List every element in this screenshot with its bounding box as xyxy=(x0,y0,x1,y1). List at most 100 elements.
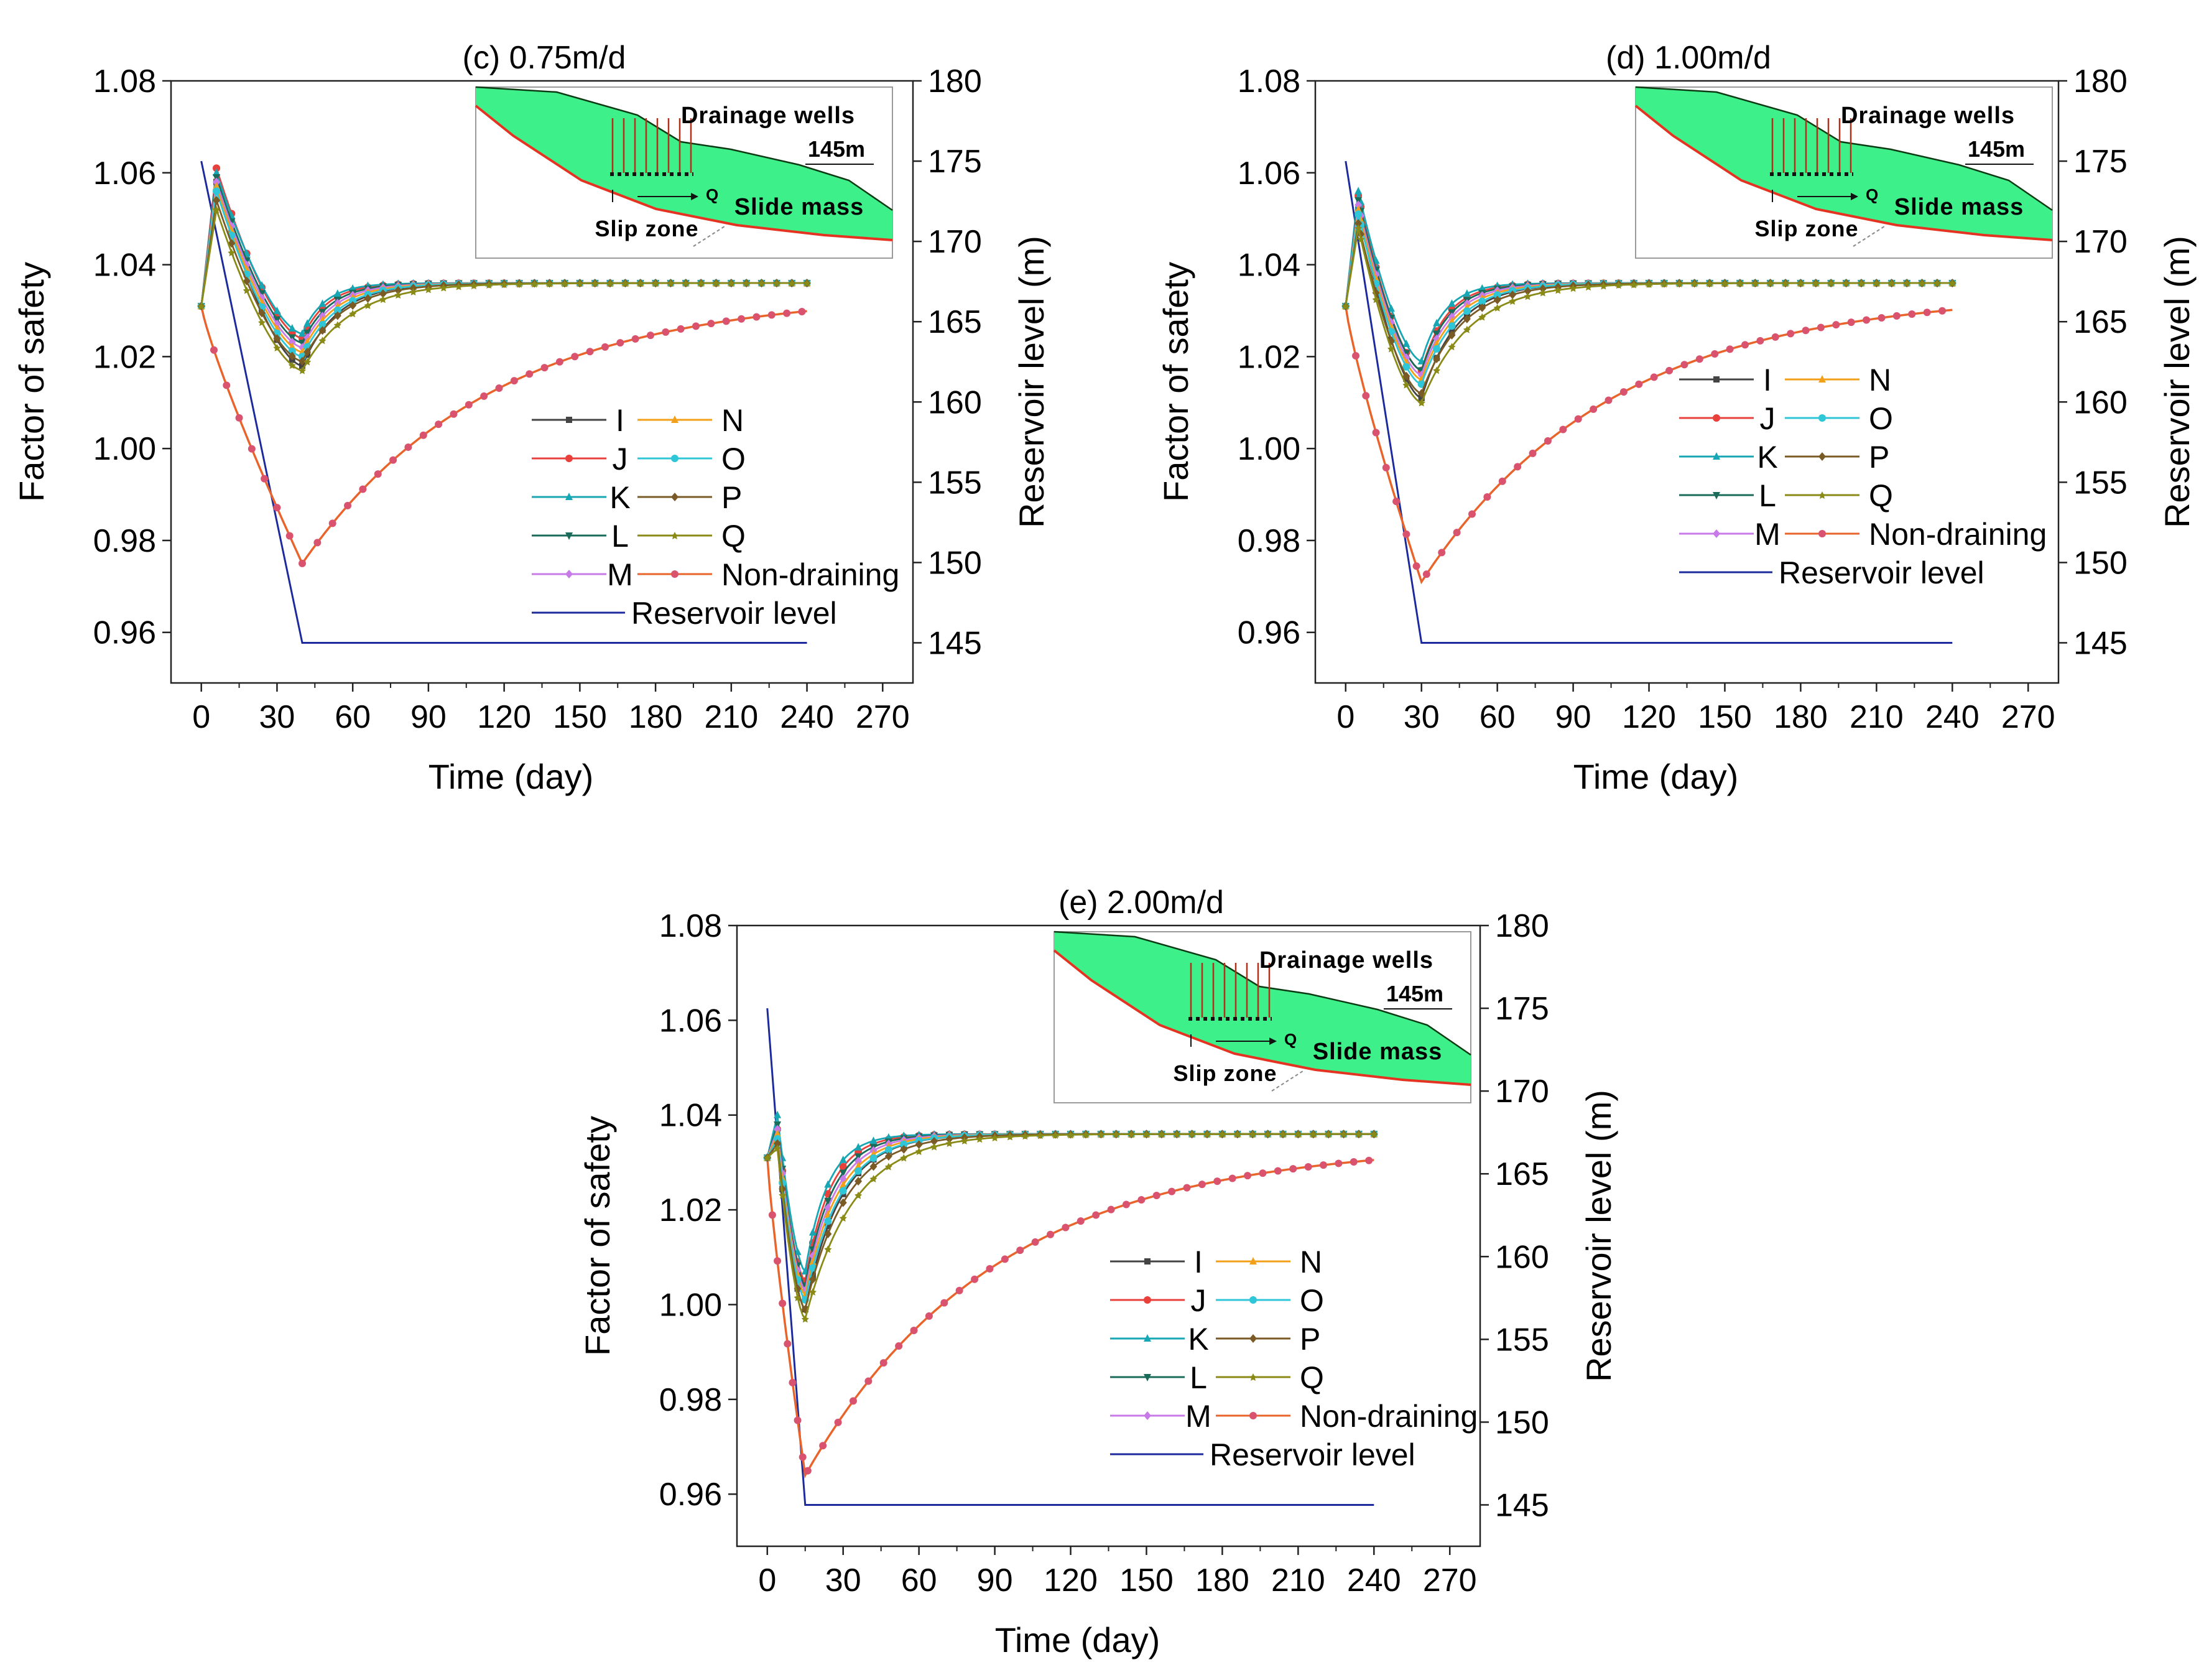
point-Q xyxy=(1873,279,1881,287)
non-draining-point xyxy=(1923,309,1931,317)
point-Q xyxy=(591,279,599,287)
non-draining-point xyxy=(1213,1177,1221,1186)
point-Q xyxy=(1766,279,1774,287)
x-tick-label: 60 xyxy=(335,699,371,735)
point-Q xyxy=(1721,279,1729,287)
x-tick-label: 150 xyxy=(553,699,607,735)
point-Q xyxy=(1341,302,1350,310)
legend-label-non-draining: Non-draining xyxy=(1300,1399,1478,1434)
non-draining-point xyxy=(940,1299,948,1307)
non-draining-point xyxy=(1544,437,1552,445)
non-draining-point xyxy=(1771,333,1779,341)
non-draining-point xyxy=(1726,345,1734,353)
y-tick-label: 0.96 xyxy=(1238,615,1300,651)
y2-tick-label: 165 xyxy=(928,304,982,340)
point-P xyxy=(1478,303,1486,312)
legend-marker-J xyxy=(1144,1296,1151,1304)
x-tick-label: 60 xyxy=(1480,699,1516,735)
inset-diagram: Q Drainage wells 145m Slide mass Slip zone xyxy=(475,86,893,259)
point-Q xyxy=(1660,280,1668,288)
non-draining-point xyxy=(1529,449,1537,457)
point-K xyxy=(1448,299,1456,307)
point-L xyxy=(1433,330,1441,338)
non-draining-point xyxy=(1228,1174,1236,1182)
x-tick-label: 210 xyxy=(1850,699,1904,735)
point-Q xyxy=(636,279,644,287)
non-draining-point xyxy=(1198,1181,1206,1189)
x-tick-label: 120 xyxy=(477,699,531,735)
non-draining-point xyxy=(344,501,352,509)
legend-marker-Q xyxy=(1818,491,1826,499)
non-draining-point xyxy=(285,532,294,540)
non-draining-point xyxy=(248,445,256,453)
y-axis-label: Factor of safety xyxy=(12,262,51,502)
non-draining-point xyxy=(1908,310,1916,318)
slip-zone-label: Slip zone xyxy=(1754,216,1858,241)
y2-tick-label: 175 xyxy=(1495,991,1549,1027)
legend-label-n: N xyxy=(1300,1245,1322,1279)
point-N xyxy=(288,342,296,350)
point-O xyxy=(884,1146,892,1154)
non-draining-point xyxy=(419,431,427,439)
point-O xyxy=(318,320,326,328)
point-P xyxy=(854,1177,863,1186)
point-Q xyxy=(1203,1130,1211,1138)
non-draining-point xyxy=(849,1397,857,1405)
point-J xyxy=(213,164,221,172)
legend-marker-K xyxy=(565,493,573,500)
legend-label-M: M xyxy=(607,557,633,592)
point-Q xyxy=(273,344,281,352)
non-draining-point xyxy=(1372,429,1380,437)
y-tick-label: 0.98 xyxy=(93,523,156,559)
x-tick-label: 60 xyxy=(901,1562,937,1599)
point-Q xyxy=(1157,1130,1165,1138)
legend-label-non-draining: Non-draining xyxy=(1869,517,2047,552)
y-tick-label: 1.08 xyxy=(1238,63,1300,100)
point-Q xyxy=(1782,279,1790,287)
non-draining-point xyxy=(1741,341,1749,349)
point-O xyxy=(824,1217,832,1225)
slide-mass-body xyxy=(476,87,892,240)
legend-label-q: Q xyxy=(1869,478,1893,513)
x-tick-label: 0 xyxy=(758,1562,776,1599)
x-tick-label: 120 xyxy=(1044,1562,1098,1599)
point-Q xyxy=(1584,283,1592,291)
point-P xyxy=(915,1140,923,1149)
y-tick-label: 1.02 xyxy=(1238,339,1300,375)
y-tick-label: 1.04 xyxy=(93,248,156,284)
point-Q xyxy=(1372,295,1380,304)
point-Q xyxy=(779,1191,787,1199)
point-P xyxy=(288,351,296,361)
legend-label-n: N xyxy=(721,403,744,438)
y2-tick-label: 165 xyxy=(2073,304,2128,340)
flow-arrowhead xyxy=(691,193,698,200)
point-Q xyxy=(667,279,675,287)
water-level-label: 145m xyxy=(1968,136,2025,162)
non-draining-point xyxy=(1468,510,1476,518)
legend-label-K: K xyxy=(609,480,630,515)
non-draining-point xyxy=(555,358,563,366)
flow-arrowhead xyxy=(1269,1037,1277,1045)
non-draining-point xyxy=(223,381,231,389)
x-tick-label: 270 xyxy=(2001,699,2055,735)
non-draining-point xyxy=(879,1359,887,1367)
non-draining-point xyxy=(819,1442,827,1450)
point-Q xyxy=(652,279,660,287)
non-draining-point xyxy=(1514,463,1522,471)
point-P xyxy=(808,1274,817,1284)
legend-marker-K xyxy=(1713,452,1720,460)
non-draining-point xyxy=(374,470,382,478)
x-tick-label: 180 xyxy=(1774,699,1828,735)
x-tick-label: 30 xyxy=(1404,699,1440,735)
point-Q xyxy=(1645,280,1653,288)
ground-surface-line xyxy=(475,86,893,211)
point-P xyxy=(1493,295,1501,305)
x-tick-label: 240 xyxy=(1347,1562,1401,1599)
point-O xyxy=(774,1135,782,1143)
non-draining-point xyxy=(1152,1192,1160,1200)
y-axis-label: Factor of safety xyxy=(1156,262,1195,502)
point-P xyxy=(333,311,341,320)
point-K xyxy=(273,306,281,314)
chart-title: (e) 2.00m/d xyxy=(1058,884,1224,921)
non-draining-point xyxy=(1122,1200,1130,1209)
